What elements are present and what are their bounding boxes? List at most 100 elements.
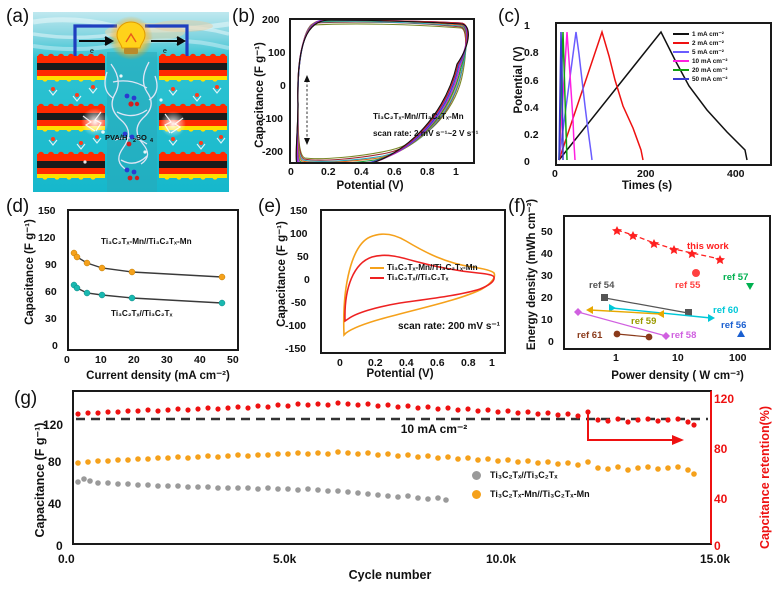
panel-b-annotation-material: Ti₃C₂Tₓ-Mn//Ti₃C₂Tₓ-Mn: [373, 112, 464, 121]
panel-e-legend: Ti₃C₂Tₓ-Mn//Ti₃C₂Tₓ-Mn Ti₃C₂Tₓ//Ti₃C₂Tₓ: [370, 263, 478, 283]
panel-b-ytick-neg100: -100: [262, 113, 284, 125]
legend-swatch-line: [370, 276, 384, 279]
panel-d-xtick-30: 30: [161, 354, 173, 366]
panel-b-xtick-3: 0.6: [387, 166, 402, 178]
panel-e-label: (e): [258, 196, 282, 217]
legend-item-2: 5 mA cm⁻²: [673, 48, 727, 56]
panel-d-ytick-60: 60: [45, 286, 57, 298]
panel-g-ytick-right-120: 120: [714, 392, 735, 406]
panel-c-xtick-400: 400: [727, 168, 745, 180]
legend-label: 10 mA cm⁻²: [692, 58, 728, 65]
panel-f-ytick-40: 40: [541, 248, 553, 260]
panel-g-ytick-right-0: 0: [714, 539, 721, 553]
legend-swatch-dot: [472, 470, 481, 480]
legend-swatch-dot: [472, 489, 481, 499]
panel-g-xtick-10k: 10.0k: [486, 552, 517, 566]
legend-swatch-line: [673, 78, 689, 80]
panel-f-ytick-20: 20: [541, 292, 553, 304]
panel-b-label: (b): [232, 6, 256, 27]
panel-f-label-ref61: ref 61: [577, 330, 603, 341]
legend-label: Ti₃C₂Tₓ//Ti₃C₂Tₓ: [490, 470, 558, 480]
panel-g-plot-frame: 10 mA cm⁻² Ti₃C₂Tₓ//Ti₃C₂Tₓ Ti₃C₂Tₓ-Mn//…: [72, 390, 712, 545]
panel-a-schematic: e e: [33, 12, 229, 192]
panel-b-ytick-200: 200: [262, 14, 280, 26]
panel-f-label-ref58: ref 58: [671, 330, 697, 341]
panel-d-xtick-50: 50: [227, 354, 239, 366]
legend-item-mn: Ti₃C₂Tₓ-Mn//Ti₃C₂Tₓ-Mn: [472, 489, 590, 499]
panel-e-xtick-10: 1: [489, 357, 495, 369]
legend-item-mn: Ti₃C₂Tₓ-Mn//Ti₃C₂Tₓ-Mn: [370, 263, 478, 272]
panel-b-plot-frame: Ti₃C₂Tₓ-Mn//Ti₃C₂Tₓ-Mn scan rate: 2 mV s…: [289, 18, 479, 164]
panel-g-xtick-15k: 15.0k: [700, 552, 731, 566]
panel-c-ytick-08: 0.8: [524, 47, 539, 59]
panel-d-ytick-120: 120: [38, 232, 56, 244]
panel-b-xtick-5: 1: [453, 166, 459, 178]
legend-swatch-line: [673, 51, 689, 53]
panel-c-ytick-02: 0.2: [524, 129, 539, 141]
svg-text:SO: SO: [136, 133, 147, 142]
panel-e-ytick-neg150: -150: [285, 343, 307, 355]
panel-d-series-label-plain: Ti₃C₂Tₓ//Ti₃C₂Tₓ: [111, 309, 173, 318]
svg-text:PVA/H: PVA/H: [105, 133, 127, 142]
legend-item-3: 10 mA cm⁻²: [673, 57, 727, 65]
svg-text:2: 2: [133, 138, 136, 144]
panel-d-label: (d): [6, 196, 30, 217]
panel-d-y-axis-title: Capacitance (F g⁻¹): [24, 219, 36, 325]
panel-b-xtick-0: 0: [288, 166, 294, 178]
legend-label: Ti₃C₂Tₓ-Mn//Ti₃C₂Tₓ-Mn: [387, 263, 478, 272]
panel-c-ytick-06: 0.6: [524, 75, 539, 87]
panel-f-label-ref57: ref 57: [723, 272, 749, 283]
legend-label: 50 mA cm⁻²: [692, 76, 728, 83]
panel-f-plot-frame: this work ref 55 ref 57 ref 54 ref 60 re…: [563, 215, 771, 350]
panel-b-ytick-neg200: -200: [262, 146, 284, 158]
panel-g-ytick-80: 80: [48, 455, 62, 469]
panel-e-xtick-08: 0.8: [461, 357, 476, 369]
panel-d-x-axis-title: Current density (mA cm⁻²): [86, 370, 230, 382]
panel-d-xtick-40: 40: [194, 354, 206, 366]
legend-label: 1 mA cm⁻²: [692, 31, 724, 38]
panel-f-label-ref54: ref 54: [589, 280, 615, 291]
panel-b-xtick-4: 0.8: [420, 166, 435, 178]
panel-f-label-ref55: ref 55: [675, 280, 701, 291]
legend-item-plain: Ti₃C₂Tₓ//Ti₃C₂Tₓ: [472, 470, 590, 480]
panel-g-ytick-0: 0: [56, 539, 63, 553]
panel-e-plot-frame: Ti₃C₂Tₓ-Mn//Ti₃C₂Tₓ-Mn Ti₃C₂Tₓ//Ti₃C₂Tₓ …: [320, 209, 506, 354]
panel-c-xtick-0: 0: [552, 168, 558, 180]
panel-g-ytick-right-80: 80: [714, 442, 728, 456]
panel-g-y-axis-title-right: Capcitance retention(%): [758, 405, 772, 550]
panel-g-legend: Ti₃C₂Tₓ//Ti₃C₂Tₓ Ti₃C₂Tₓ-Mn//Ti₃C₂Tₓ-Mn: [472, 470, 590, 500]
panel-d-xtick-10: 10: [95, 354, 107, 366]
legend-label: 2 mA cm⁻²: [692, 40, 724, 47]
panel-e-ytick-150: 150: [290, 205, 308, 217]
panel-e-ytick-50: 50: [297, 251, 309, 263]
panel-c-label: (c): [498, 6, 521, 27]
legend-swatch-line: [673, 42, 689, 44]
panel-f-ytick-50: 50: [541, 226, 553, 238]
panel-g-xtick-5k: 5.0k: [273, 552, 297, 566]
panel-a-label: (a): [6, 6, 30, 27]
panel-f-xtick-100: 100: [729, 352, 747, 364]
panel-e-xtick-04: 0.4: [399, 357, 414, 369]
panel-c-ytick-04: 0.4: [524, 102, 539, 114]
panel-d-ytick-0: 0: [52, 340, 58, 352]
panel-f-label-ref56: ref 56: [721, 320, 747, 331]
panel-b-ytick-0: 0: [280, 80, 286, 92]
panel-f-ytick-30: 30: [541, 270, 553, 282]
panel-d-series-label-mn: Ti₃C₂Tₓ-Mn//Ti₃C₂Tₓ-Mn: [101, 237, 192, 246]
panel-g-annotation-current: 10 mA cm⁻²: [400, 422, 468, 436]
panel-b-annotation-scanrate: scan rate: 2 mV s⁻¹~2 V s⁻¹: [373, 129, 479, 138]
legend-swatch-line: [370, 266, 384, 269]
panel-b-y-axis-title: Capacitance (F g⁻¹): [254, 42, 266, 148]
legend-label: Ti₃C₂Tₓ-Mn//Ti₃C₂Tₓ-Mn: [490, 489, 590, 499]
panel-d-ytick-90: 90: [45, 259, 57, 271]
panel-d-xtick-20: 20: [128, 354, 140, 366]
legend-item-5: 50 mA cm⁻²: [673, 75, 727, 83]
panel-b-ytick-100: 100: [268, 47, 286, 59]
panel-c-legend: 1 mA cm⁻² 2 mA cm⁻² 5 mA cm⁻² 10 mA cm⁻²…: [673, 30, 727, 84]
panel-c-plot-frame: 1 mA cm⁻² 2 mA cm⁻² 5 mA cm⁻² 10 mA cm⁻²…: [555, 22, 772, 166]
legend-swatch-line: [673, 69, 689, 71]
panel-e-ytick-0: 0: [304, 274, 310, 286]
panel-f-xtick-10: 10: [672, 352, 684, 364]
panel-f-y-axis-title: Energy density (mWh cm⁻³): [526, 198, 538, 351]
